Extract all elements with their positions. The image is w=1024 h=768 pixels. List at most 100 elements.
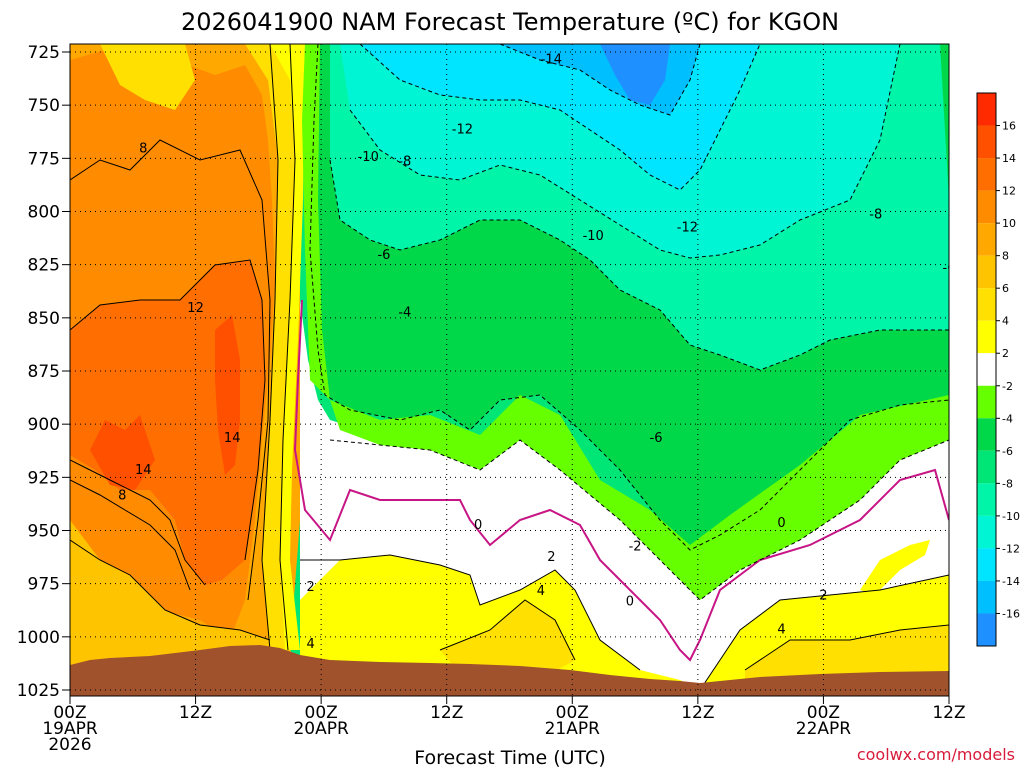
contour-line (70, 479, 191, 591)
contour-line (70, 459, 206, 586)
contour-line-negative (499, 44, 701, 116)
y-axis: 725 750 775 800 825 850 875 900 925 950 975 1000 102… (17, 43, 70, 701)
hot-spot-region (215, 315, 240, 475)
y-tick-label: 1025 (17, 681, 60, 701)
y-tick-label: 925 (28, 468, 60, 488)
contour-label: -4 (398, 305, 411, 320)
contour-labels: 8 12 14 14 8 -14 -12 -10 -8 -6 -4 -12 -10 -8 -6 -6 -2 0 0 0… (118, 52, 956, 652)
colorbar-swatch (977, 483, 996, 516)
contour-label: -6 (377, 248, 390, 263)
x-tick-label: 00Z (807, 703, 840, 723)
y-tick-label: 900 (28, 415, 60, 435)
contour-label: 14 (135, 463, 152, 478)
x-tick-label: 2026 (48, 735, 91, 755)
contour-line-negative (309, 44, 949, 551)
contour-label: 14 (224, 431, 241, 446)
colorbar-label: -10 (1002, 510, 1020, 523)
terrain-region (70, 645, 949, 696)
plot-border (69, 43, 950, 697)
x-tick-label: 19APR (42, 719, 98, 739)
x-tick-label: 22APR (796, 719, 852, 739)
colorbar-label: -12 (1002, 542, 1020, 555)
early-yellow-region (100, 44, 195, 110)
y-tick-label: 975 (28, 575, 60, 595)
grid-lines (70, 44, 949, 696)
y-tick-label: 850 (28, 309, 60, 329)
colorbar-swatch (977, 255, 996, 289)
contour-label: 0 (777, 516, 785, 531)
contour-line (70, 539, 271, 641)
colorbar-swatch (977, 190, 996, 224)
contour-line (279, 44, 296, 651)
contour-line-negative (359, 44, 761, 191)
y-tick-label: 825 (28, 256, 60, 276)
lighter-green-region (302, 44, 330, 400)
contour-label: 0 (474, 518, 482, 533)
colorbar-label: -14 (1002, 575, 1020, 588)
contour-line-negative (329, 439, 949, 601)
contour-label: -10 (583, 229, 604, 244)
colorbar-label: 6 (1002, 282, 1009, 295)
x-tick-label: 12Z (179, 703, 212, 723)
colorbar-swatch (977, 353, 996, 386)
y-tick-label: 725 (28, 43, 60, 63)
y-tick-label: 775 (28, 149, 60, 169)
blue-core-region (600, 44, 670, 105)
front-band-yellow (245, 44, 300, 650)
x-tick-label: 00Z (53, 703, 86, 723)
contour-label: -6 (650, 431, 663, 446)
colorbar-label: 14 (1002, 152, 1016, 165)
colorbar-swatch (977, 125, 996, 159)
contour-line-negative (329, 159, 949, 371)
lower-warm-region (70, 520, 292, 670)
x-axis-label: Forecast Time (UTC) (414, 747, 605, 768)
contour-label: -12 (452, 123, 473, 138)
x-tick-label: 12Z (681, 703, 714, 723)
colorbar-label: -4 (1002, 412, 1013, 425)
contour-label: -10 (358, 150, 379, 165)
colorbar-swatch (977, 158, 996, 191)
colorbar-swatch (977, 385, 996, 419)
contour-label: 2 (819, 588, 827, 603)
colorbar-swatch (977, 450, 996, 484)
y-tick-label: 1000 (17, 628, 60, 648)
contour-label: -12 (677, 220, 698, 235)
colorbar-label: 4 (1002, 315, 1009, 328)
colorbar-label: -16 (1002, 607, 1020, 620)
contour-label: -6 (943, 261, 956, 276)
colorbar-label: 8 (1002, 250, 1009, 263)
colorbar-label: 16 (1002, 120, 1016, 133)
contour-label: 0 (626, 595, 634, 610)
contour-label: 8 (139, 142, 147, 157)
colorbar-swatch (977, 548, 996, 581)
y-tick-label: 950 (28, 522, 60, 542)
hot-spot-region-2 (90, 415, 155, 490)
y-tick-label: 875 (28, 362, 60, 382)
contour-label: 2 (307, 580, 315, 595)
colorbar-label: 12 (1002, 185, 1016, 198)
x-tick-label: 00Z (556, 703, 589, 723)
contour-label: 2 (547, 550, 555, 565)
contour-line (699, 574, 949, 691)
y-tick-label: 750 (28, 96, 60, 116)
freezing-line (293, 299, 949, 662)
x-tick-label: 21APR (545, 719, 601, 739)
surface-gold-region (440, 600, 575, 685)
colorbar-swatch (977, 515, 996, 549)
contour-label: -2 (629, 539, 642, 554)
colorbar-label: -8 (1002, 477, 1013, 490)
colorbar-label: -2 (1002, 380, 1013, 393)
colorbar-swatch (977, 223, 996, 256)
colorbar-label: 2 (1002, 347, 1009, 360)
colorbar-label: 10 (1002, 217, 1016, 230)
chart-title: 2026041900 NAM Forecast Temperature (ºC)… (181, 8, 839, 36)
small-yellow-patch (860, 540, 930, 595)
front-band-yellow-2 (270, 44, 305, 650)
colorbar-swatch (977, 580, 996, 614)
x-tick-label: 12Z (932, 703, 965, 723)
contour-line-negative (349, 44, 901, 259)
contour-label: -8 (398, 154, 411, 169)
credit-text: coolwx.com/models (857, 745, 1015, 764)
